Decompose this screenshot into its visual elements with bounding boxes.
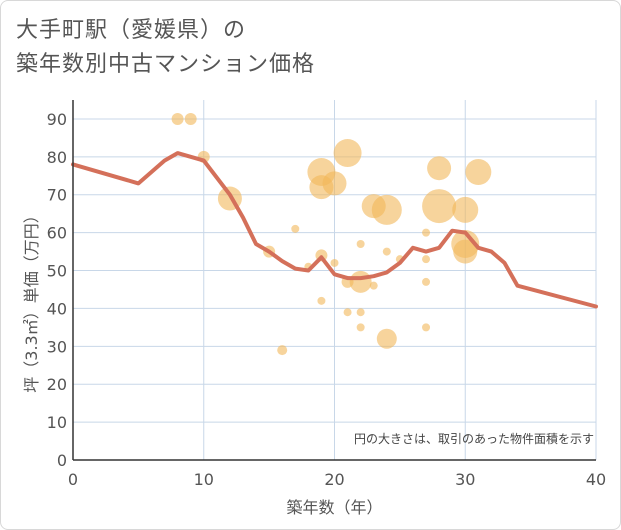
data-bubble xyxy=(356,240,365,248)
data-bubble xyxy=(317,296,326,305)
x-tick-label: 0 xyxy=(68,470,78,489)
data-bubble xyxy=(422,255,431,264)
x-tick-label: 30 xyxy=(455,470,475,489)
data-bubble xyxy=(422,189,457,224)
data-bubble xyxy=(452,196,479,223)
data-bubble xyxy=(422,228,431,237)
chart-title: 大手町駅（愛媛県）の 築年数別中古マンション価格 xyxy=(16,14,315,82)
data-bubble xyxy=(422,323,431,332)
size-note: 円の大きさは、取引のあった物件面積を示す xyxy=(354,431,594,446)
tick-labels: 0 10 20 30 40 50 60 70 80 90 0 10 20 30 40 xyxy=(47,110,607,489)
y-tick-label: 60 xyxy=(47,224,67,243)
title-line-1: 大手町駅（愛媛県）の xyxy=(16,18,247,43)
y-axis-label: 坪（3.3㎡）単価（万円） xyxy=(22,207,41,392)
data-bubble xyxy=(291,224,300,233)
title-line-2: 築年数別中古マンション価格 xyxy=(16,52,316,77)
data-bubble xyxy=(422,277,431,286)
bubbles xyxy=(171,112,492,356)
y-tick-label: 80 xyxy=(47,148,67,167)
data-bubble xyxy=(465,159,492,185)
series-line-average xyxy=(71,151,598,309)
data-bubble xyxy=(184,112,197,125)
data-bubble xyxy=(333,139,362,168)
data-bubble xyxy=(369,281,378,290)
axes xyxy=(72,100,596,461)
data-bubble xyxy=(330,258,339,267)
data-bubble xyxy=(356,323,365,332)
x-axis-label: 築年数（年） xyxy=(286,498,382,517)
x-tick-label: 20 xyxy=(324,470,344,489)
y-tick-label: 40 xyxy=(47,299,67,318)
y-tick-label: 30 xyxy=(47,337,67,356)
x-tick-label: 10 xyxy=(194,470,214,489)
data-bubble xyxy=(356,308,365,317)
y-tick-label: 0 xyxy=(57,451,67,470)
data-bubble xyxy=(349,270,372,293)
data-bubble xyxy=(277,345,288,356)
data-bubble xyxy=(171,112,184,125)
data-bubble xyxy=(343,308,352,317)
y-tick-label: 90 xyxy=(47,110,67,129)
data-bubble xyxy=(376,328,397,349)
data-bubble xyxy=(453,239,478,264)
data-bubble xyxy=(382,247,391,256)
grid xyxy=(73,100,597,460)
y-tick-label: 20 xyxy=(47,375,67,394)
data-bubble xyxy=(371,194,402,225)
y-tick-label: 10 xyxy=(47,413,67,432)
y-tick-label: 50 xyxy=(47,262,67,281)
data-bubble xyxy=(427,156,452,181)
x-tick-label: 40 xyxy=(586,470,606,489)
series-lines xyxy=(71,151,598,309)
y-tick-label: 70 xyxy=(47,186,67,205)
data-bubble xyxy=(322,171,347,196)
